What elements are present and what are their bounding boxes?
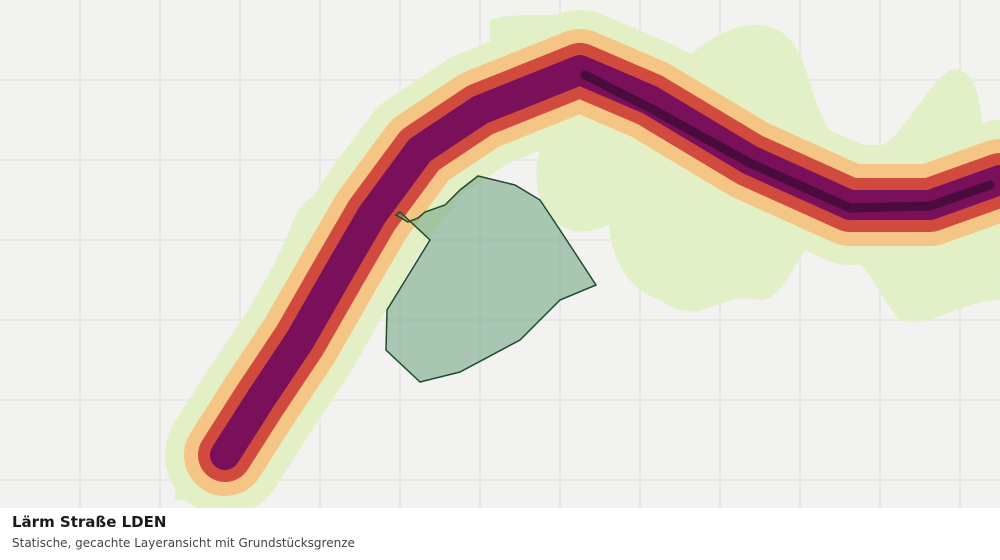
caption-title: Lärm Straße LDEN (12, 513, 167, 531)
caption-subtitle: Statische, gecachte Layeransicht mit Gru… (12, 536, 355, 550)
noise-zone-extreme (580, 70, 995, 213)
map (0, 0, 1000, 508)
parcel-boundary (385, 175, 598, 383)
